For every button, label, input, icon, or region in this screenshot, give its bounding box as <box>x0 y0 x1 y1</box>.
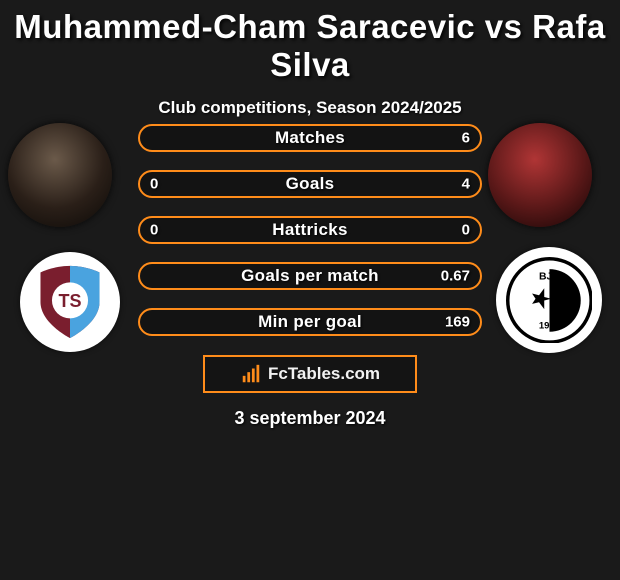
club-badge-right: BJK 1903 <box>496 247 602 353</box>
stat-value-right: 4 <box>462 176 470 193</box>
stat-value-right: 169 <box>445 314 470 331</box>
stat-value-right: 0 <box>462 222 470 239</box>
stat-row-hattricks: 0 Hattricks 0 <box>138 216 482 244</box>
trabzonspor-icon: TS <box>29 261 111 343</box>
player-photo-right <box>488 123 592 227</box>
besiktas-icon: BJK 1903 <box>506 257 593 344</box>
svg-text:BJK: BJK <box>539 271 560 282</box>
stat-label: Min per goal <box>258 312 362 332</box>
stat-value-right: 0.67 <box>441 268 470 285</box>
date-label: 3 september 2024 <box>0 408 620 429</box>
stats-panel: Matches 6 0 Goals 4 0 Hattricks 0 Goals … <box>138 124 482 354</box>
page-subtitle: Club competitions, Season 2024/2025 <box>0 98 620 118</box>
stat-label: Hattricks <box>272 220 347 240</box>
chart-icon <box>240 363 262 385</box>
stat-value-left: 0 <box>150 222 158 239</box>
stat-row-goals-per-match: Goals per match 0.67 <box>138 262 482 290</box>
stat-value-left: 0 <box>150 176 158 193</box>
stat-label: Goals per match <box>241 266 379 286</box>
page-title: Muhammed-Cham Saracevic vs Rafa Silva <box>0 0 620 84</box>
stat-label: Goals <box>286 174 335 194</box>
stat-value-right: 6 <box>462 130 470 147</box>
brand-text: FcTables.com <box>268 364 380 384</box>
stat-label: Matches <box>275 128 345 148</box>
svg-text:1903: 1903 <box>538 320 559 331</box>
club-badge-left: TS <box>20 252 120 352</box>
player-photo-left <box>8 123 112 227</box>
brand-box: FcTables.com <box>203 355 417 393</box>
stat-row-matches: Matches 6 <box>138 124 482 152</box>
stat-row-goals: 0 Goals 4 <box>138 170 482 198</box>
svg-text:TS: TS <box>58 291 81 311</box>
stat-row-min-per-goal: Min per goal 169 <box>138 308 482 336</box>
